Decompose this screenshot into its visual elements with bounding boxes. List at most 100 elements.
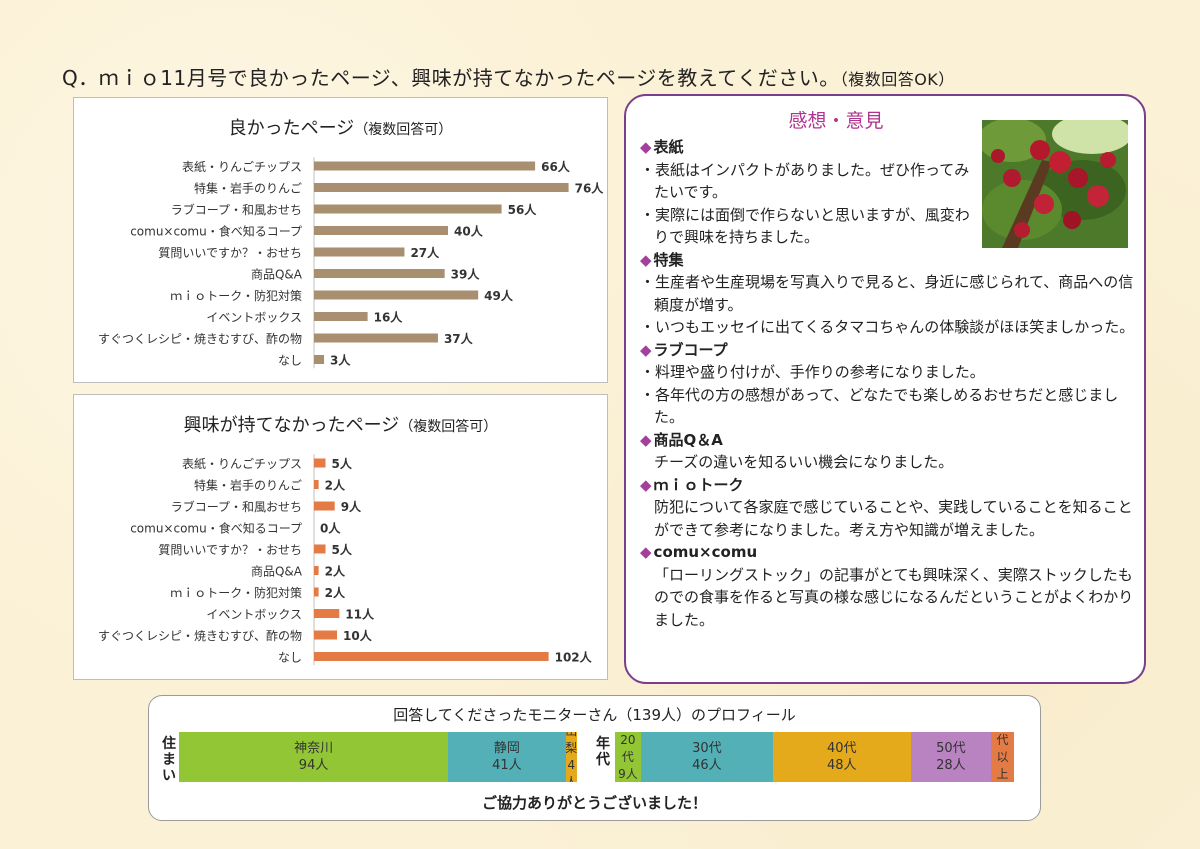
- category-label: ラブコープ・和風おせち: [171, 202, 302, 217]
- data-label: 5人: [332, 542, 353, 557]
- profile-segment: 50代 28人: [910, 732, 992, 782]
- uninteresting-pages-chart: 興味が持てなかったページ（複数回答可） 表紙・りんごチップス 5人 特集・岩手のりん…: [73, 394, 608, 680]
- age-label: 年代: [596, 736, 610, 768]
- bar: [314, 544, 326, 554]
- segment-name: 静岡: [493, 741, 520, 756]
- diamond-icon: ◆: [640, 475, 652, 494]
- segment-count: 9人: [618, 766, 638, 781]
- section-comu-comu: ◆ comu×comu 「ローリングストック」の記事がとても興味深く、実際ストック…: [640, 541, 1140, 631]
- data-label: 40人: [454, 224, 484, 239]
- segment-name: 30代: [692, 741, 722, 756]
- chart-title-main: 興味が持てなかったページ: [183, 415, 400, 436]
- section-heading: ◆ 特集: [640, 250, 684, 269]
- comments-title: 感想・意見: [788, 110, 884, 132]
- apple-tree-image: [982, 120, 1128, 248]
- data-label: 39人: [451, 267, 481, 282]
- section-heading: ◆ comu×comu: [640, 543, 758, 561]
- respondent-profile: 回答してくださったモニターさん（139人）のプロフィール 住まい 年代 神奈川 9…: [148, 695, 1041, 821]
- bar: [314, 652, 549, 661]
- diamond-icon: ◆: [640, 430, 652, 449]
- data-label: 11人: [345, 607, 375, 622]
- category-label: 商品Q&A: [251, 564, 303, 579]
- comments-panel: 感想・意見 ◆ 表紙 ・表紙はインパクトがありました。ぜひ作ってみたいです。 ・実…: [624, 94, 1146, 684]
- section-cover: ◆ 表紙 ・表紙はインパクトがありました。ぜひ作ってみたいです。 ・実際には面倒で…: [640, 136, 1140, 249]
- data-label: 66人: [541, 159, 571, 174]
- data-label: 27人: [410, 245, 440, 260]
- data-label: 5人: [332, 456, 353, 471]
- comment-sections: ◆ 表紙 ・表紙はインパクトがありました。ぜひ作ってみたいです。 ・実際には面倒で…: [640, 136, 1140, 631]
- segment-count: 94人: [298, 758, 329, 773]
- bar: [314, 630, 337, 640]
- data-label: 2人: [325, 564, 346, 579]
- bar: [314, 355, 325, 364]
- section-product-qa: ◆ 商品Q＆A チーズの違いを知るいい機会になりました。: [640, 429, 1140, 474]
- data-label: 76人: [575, 181, 605, 196]
- data-label: 49人: [484, 288, 514, 303]
- segment-count: 41人: [492, 758, 522, 773]
- data-label: 37人: [444, 331, 474, 346]
- data-label: 10人: [343, 628, 373, 643]
- data-label: 102人: [555, 650, 593, 665]
- data-label: 9人: [341, 499, 362, 514]
- comment-item: チーズの違いを知るいい機会になりました。: [654, 453, 954, 471]
- bar: [314, 226, 448, 235]
- category-label: イベントボックス: [206, 311, 302, 325]
- chart-subtitle: （複数回答可）: [354, 122, 453, 138]
- comment-item: 防犯について各家庭で感じていることや、実践していることを知ることができて参考にな…: [654, 498, 1133, 539]
- bar: [314, 312, 368, 321]
- category-label: 商品Q&A: [251, 267, 303, 282]
- diamond-icon: ◆: [640, 250, 652, 269]
- category-label: 特集・岩手のりんご: [194, 181, 302, 196]
- profile-segment: 静岡 41人: [448, 732, 566, 782]
- bar: [314, 501, 335, 511]
- comment-item: ・実際には面倒で作らないと思いますが、風変わりで興味を持ちました。: [640, 205, 970, 247]
- category-label: 表紙・りんごチップス: [182, 159, 302, 174]
- category-label: ｍｉｏトーク・防犯対策: [170, 585, 302, 600]
- comment-item: ・生産者や生産現場を写真入りで見ると、身近に感じられて、商品への信頼度が増す。: [640, 273, 1134, 314]
- bar: [314, 204, 502, 214]
- diamond-icon: ◆: [640, 138, 652, 156]
- question-note: （複数回答OK）: [839, 70, 955, 89]
- category-label: comu×comu・食べ知るコープ: [130, 521, 302, 536]
- data-label: 3人: [330, 353, 351, 368]
- category-label: すぐつくレシピ・焼きむすび、酢の物: [98, 331, 302, 346]
- profile-segment: 20代 9人: [615, 732, 641, 782]
- category-label: ｍｉｏトーク・防犯対策: [170, 288, 302, 303]
- comment-item: 「ローリングストック」の記事がとても興味深く、実際ストックしたものでの食事を作る…: [654, 565, 1134, 629]
- category-label: 質問いいですか？・おせち: [158, 245, 302, 260]
- bar: [314, 183, 569, 192]
- data-label: 56人: [508, 202, 538, 217]
- segment-count: 28人: [936, 758, 966, 773]
- section-heading: ◆ ｍｉｏトーク: [640, 475, 744, 494]
- profile-title: 回答してくださったモニターさん（139人）のプロフィール: [393, 706, 796, 724]
- segment-count: 4人: [565, 758, 577, 782]
- thanks-text: ご協力ありがとうございました！: [481, 794, 707, 812]
- bar: [314, 333, 438, 343]
- section-heading: ◆ 商品Q＆A: [640, 430, 723, 449]
- bar: [314, 247, 405, 257]
- apple-tree-photo: [982, 120, 1128, 248]
- category-label: ラブコープ・和風おせち: [171, 499, 302, 514]
- segment-name: 60代以上: [996, 732, 1009, 781]
- section-love-coop: ◆ ラブコープ ・料理や盛り付けが、手作りの参考になりました。 ・各年代の方の感想…: [640, 339, 1140, 429]
- category-label: なし: [278, 354, 302, 368]
- segment-count: 48人: [826, 758, 857, 773]
- data-label: 16人: [374, 310, 404, 325]
- bar: [314, 161, 536, 171]
- bar: [314, 609, 340, 618]
- segment-name: 50代: [936, 741, 966, 756]
- chart-title: 興味が持てなかったページ（複数回答可）: [74, 411, 607, 437]
- comment-item: ・表紙はインパクトがありました。ぜひ作ってみたいです。: [640, 160, 970, 202]
- chart-title: 良かったページ（複数回答可）: [74, 114, 607, 140]
- segment-name: 40代: [826, 741, 857, 756]
- chart-subtitle: （複数回答可）: [399, 419, 498, 435]
- question-main: Q．ｍｉｏ11月号で良かったページ、興味が持てなかったページを教えてください。: [62, 66, 840, 90]
- profile-segment: 40代 48人: [772, 732, 911, 782]
- chart-title-main: 良かったページ: [228, 118, 355, 139]
- profile-segment: 30代 46人: [640, 732, 773, 782]
- section-mio-talk: ◆ ｍｉｏトーク 防犯について各家庭で感じていることや、実践していることを知ること…: [640, 474, 1140, 542]
- bar: [314, 290, 479, 300]
- segment-name: 山梨: [565, 732, 577, 755]
- profile-segment: 山梨 4人: [565, 732, 577, 782]
